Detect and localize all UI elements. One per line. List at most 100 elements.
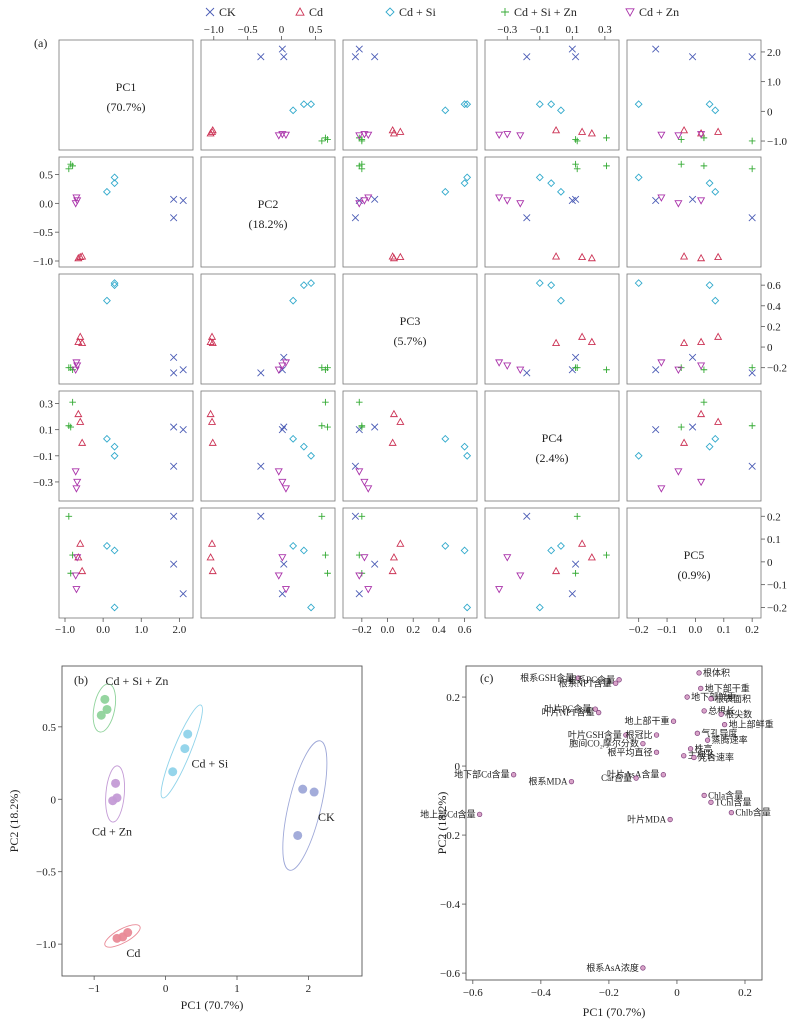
- data-point: [360, 554, 369, 562]
- data-point: [103, 296, 111, 305]
- cell-frame: [58, 390, 194, 502]
- loading-point: 叶片GSH含量: [568, 729, 629, 740]
- loading-point: Chlb含量: [728, 807, 771, 818]
- loading-label: 气孔导度: [701, 727, 737, 738]
- confidence-ellipse: [92, 683, 117, 733]
- data-point: [657, 194, 666, 202]
- y-tick-label: 0.2: [446, 692, 460, 704]
- data-point: [170, 560, 178, 568]
- data-point: [355, 590, 363, 598]
- cell-frame: [626, 39, 762, 151]
- data-point: [495, 359, 504, 367]
- data-point: [571, 560, 580, 568]
- data-point: [318, 364, 326, 371]
- data-point: [358, 512, 366, 520]
- loading-marker: [660, 772, 666, 778]
- matrix-cell: [200, 507, 336, 619]
- plot-frame: [61, 665, 363, 977]
- legend-marker: [625, 8, 635, 17]
- matrix-cell: [626, 39, 762, 151]
- data-point: [74, 409, 83, 418]
- score-point: [309, 787, 319, 797]
- data-point: [572, 569, 579, 577]
- data-point: [748, 369, 756, 377]
- data-point: [587, 337, 596, 345]
- data-point: [396, 252, 405, 261]
- loading-label: 地上部干重: [625, 715, 670, 726]
- data-point: [179, 590, 187, 598]
- right-tick-label: −1.0: [767, 136, 787, 148]
- data-point: [680, 438, 689, 446]
- loading-point: 气孔导度: [694, 727, 737, 738]
- cell-frame: [342, 156, 478, 268]
- data-point: [72, 586, 81, 594]
- loading-point: 根平均直径: [608, 746, 660, 757]
- data-point: [441, 541, 450, 550]
- score-point: [168, 767, 178, 777]
- x-tick-label: −0.2: [599, 987, 619, 999]
- data-point: [207, 417, 217, 425]
- loading-label: 根系NPT含量: [559, 677, 612, 688]
- data-point: [71, 366, 80, 374]
- data-point: [547, 179, 556, 188]
- data-point: [697, 129, 706, 137]
- data-point: [179, 366, 187, 374]
- loading-point: 根系PC含量: [568, 674, 622, 685]
- data-point: [557, 541, 565, 550]
- right-tick-label: 0.6: [767, 280, 781, 292]
- data-point: [463, 100, 472, 109]
- confidence-ellipse: [104, 924, 141, 948]
- matrix-cell: [58, 156, 194, 268]
- matrix-cell: [626, 273, 762, 385]
- score-point: [112, 793, 122, 803]
- legend-marker: [295, 7, 305, 16]
- y-tick-label: 0: [51, 794, 57, 806]
- data-point: [748, 422, 756, 430]
- data-point: [572, 136, 579, 143]
- data-point: [72, 485, 81, 493]
- group-label: Cd: [126, 946, 140, 960]
- loading-marker: [701, 708, 707, 714]
- data-point: [460, 100, 469, 109]
- data-point: [289, 434, 298, 443]
- data-point: [110, 442, 119, 451]
- y-tick-label: −0.5: [36, 867, 56, 879]
- data-point: [278, 45, 286, 53]
- data-point: [711, 434, 720, 443]
- data-point: [289, 296, 298, 305]
- loading-point: 地上部鲜重: [721, 719, 774, 730]
- cell-frame: [626, 156, 762, 268]
- x-tick-label: 0.4: [432, 624, 446, 636]
- y-tick-label: 0: [455, 761, 461, 773]
- right-tick-label: 0: [767, 557, 773, 569]
- x-tick-label: 0: [163, 983, 169, 995]
- loading-label: 根系AsA浓度: [586, 962, 639, 973]
- data-point: [568, 45, 576, 53]
- data-point: [364, 194, 373, 202]
- data-point: [547, 281, 556, 290]
- data-point: [516, 200, 525, 208]
- data-point: [76, 332, 85, 340]
- matrix-cell: [484, 273, 620, 385]
- loading-point: Chla含量: [701, 789, 743, 800]
- data-point: [688, 353, 697, 361]
- data-point: [322, 551, 329, 559]
- loading-marker: [616, 677, 622, 683]
- y-tick-label: −0.5: [33, 227, 53, 239]
- data-point: [170, 423, 178, 431]
- data-point: [587, 129, 596, 137]
- data-point: [634, 100, 643, 109]
- data-point: [208, 566, 217, 575]
- data-point: [278, 362, 287, 370]
- loading-point: 根尖数: [718, 708, 752, 719]
- data-point: [355, 398, 363, 406]
- data-point: [110, 546, 119, 555]
- data-point: [299, 546, 308, 555]
- x-tick-label: 0: [674, 987, 680, 999]
- x-tick-label: −1: [88, 983, 100, 995]
- loading-label: 根系GSH含量: [520, 672, 574, 683]
- loading-marker: [698, 685, 704, 692]
- right-tick-label: 0.2: [767, 321, 781, 333]
- x-tick-label: 0.2: [745, 624, 759, 636]
- data-point: [65, 512, 73, 520]
